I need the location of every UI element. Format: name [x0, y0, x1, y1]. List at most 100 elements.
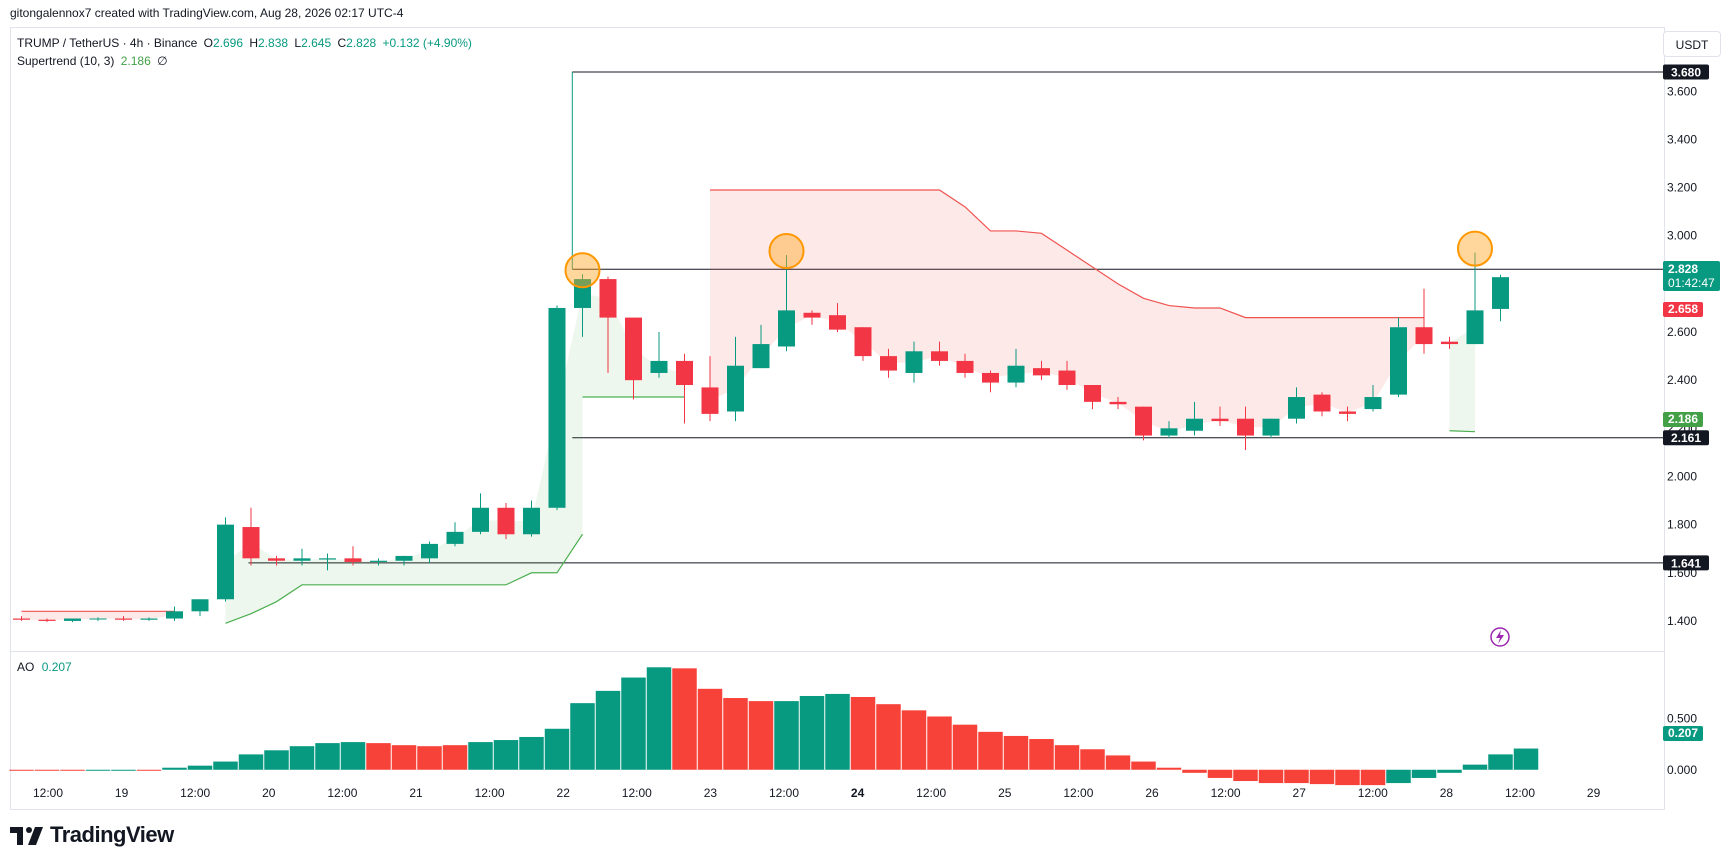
candle-body[interactable]: [89, 618, 107, 620]
candle-body[interactable]: [421, 543, 438, 559]
ao-histogram-bar[interactable]: [825, 693, 850, 770]
ao-histogram-bar[interactable]: [417, 746, 442, 770]
ao-name[interactable]: AO: [17, 660, 35, 674]
candle-body[interactable]: [803, 312, 821, 318]
candle-body[interactable]: [1339, 411, 1356, 414]
candle-body[interactable]: [140, 618, 158, 620]
candle-body[interactable]: [778, 310, 795, 347]
candle-body[interactable]: [854, 327, 872, 357]
ao-histogram-bar[interactable]: [493, 740, 519, 770]
ao-histogram-bar[interactable]: [9, 769, 34, 771]
ao-histogram-bar[interactable]: [442, 745, 468, 770]
candle-body[interactable]: [829, 315, 846, 330]
ao-histogram-bar[interactable]: [60, 769, 85, 771]
ao-histogram-bar[interactable]: [1360, 769, 1386, 786]
ao-histogram-bar[interactable]: [85, 769, 111, 771]
candle-body[interactable]: [293, 558, 311, 561]
ao-histogram-bar[interactable]: [1258, 769, 1284, 784]
ao-histogram-bar[interactable]: [519, 736, 544, 770]
candle-body[interactable]: [370, 560, 387, 562]
candle-body[interactable]: [599, 279, 617, 318]
ao-histogram-bar[interactable]: [136, 769, 162, 771]
candle-body[interactable]: [701, 387, 719, 414]
candle-body[interactable]: [1364, 397, 1382, 410]
ao-histogram-bar[interactable]: [111, 769, 136, 771]
ao-histogram-bar[interactable]: [1054, 745, 1080, 770]
ao-histogram-bar[interactable]: [748, 701, 774, 770]
candle-body[interactable]: [523, 507, 540, 535]
tradingview-logo[interactable]: TradingView: [10, 822, 174, 848]
ao-histogram-bar[interactable]: [672, 668, 697, 770]
ao-histogram-bar[interactable]: [595, 690, 621, 770]
ao-histogram-bar[interactable]: [1003, 735, 1029, 770]
candle-body[interactable]: [752, 344, 770, 369]
ao-histogram-bar[interactable]: [570, 703, 595, 770]
ao-histogram-bar[interactable]: [799, 695, 825, 770]
ao-histogram-bar[interactable]: [621, 677, 646, 770]
candle-body[interactable]: [1109, 401, 1127, 405]
candle-body[interactable]: [38, 619, 56, 621]
ao-histogram-bar[interactable]: [978, 731, 1003, 770]
ao-histogram-bar[interactable]: [468, 742, 493, 770]
ao-histogram-bar[interactable]: [646, 667, 672, 770]
ao-histogram-bar[interactable]: [1309, 769, 1335, 785]
candle-body[interactable]: [1135, 406, 1152, 436]
candle-body[interactable]: [319, 558, 336, 560]
candle-body[interactable]: [956, 360, 974, 373]
ao-histogram-bar[interactable]: [876, 704, 901, 770]
candle-body[interactable]: [1160, 428, 1178, 436]
candle-body[interactable]: [931, 351, 948, 361]
candle-body[interactable]: [1492, 277, 1509, 309]
candle-body[interactable]: [727, 365, 744, 412]
ao-histogram-bar[interactable]: [1207, 769, 1233, 778]
ao-histogram-bar[interactable]: [1233, 769, 1258, 782]
ao-histogram-bar[interactable]: [1437, 769, 1462, 773]
candle-body[interactable]: [1237, 418, 1254, 436]
ao-histogram-bar[interactable]: [952, 724, 978, 770]
candle-body[interactable]: [676, 360, 693, 385]
candle-body[interactable]: [166, 611, 183, 619]
candle-body[interactable]: [395, 555, 413, 561]
candle-body[interactable]: [1466, 310, 1484, 345]
candle-body[interactable]: [217, 524, 234, 600]
candle-body[interactable]: [880, 356, 897, 371]
ao-histogram-bar[interactable]: [315, 743, 340, 770]
candle-body[interactable]: [242, 527, 260, 559]
candle-body[interactable]: [115, 618, 132, 620]
candle-body[interactable]: [1058, 370, 1076, 385]
ao-histogram-bar[interactable]: [34, 769, 60, 771]
pane-divider[interactable]: [10, 651, 1665, 652]
candle-body[interactable]: [905, 351, 923, 373]
ao-histogram-bar[interactable]: [1182, 769, 1207, 773]
lightning-icon[interactable]: [1490, 627, 1510, 647]
candle-body[interactable]: [64, 618, 81, 621]
highlight-circle-marker[interactable]: [1457, 230, 1493, 267]
ao-histogram-bar[interactable]: [1335, 769, 1360, 786]
ao-histogram-bar[interactable]: [697, 688, 723, 770]
supertrend-up-line[interactable]: [225, 533, 584, 624]
ao-histogram-bar[interactable]: [1029, 739, 1054, 770]
ao-histogram-bar[interactable]: [1156, 767, 1182, 770]
ao-histogram-bar[interactable]: [1386, 769, 1411, 784]
supertrend-down-line[interactable]: [710, 189, 1424, 319]
currency-button[interactable]: USDT: [1663, 31, 1721, 57]
ao-histogram-bar[interactable]: [391, 745, 417, 770]
ao-histogram-bar[interactable]: [238, 754, 264, 770]
ao-histogram-bar[interactable]: [927, 716, 952, 770]
ao-histogram-bar[interactable]: [544, 728, 570, 770]
ao-histogram-bar[interactable]: [213, 761, 238, 770]
symbol-name[interactable]: TRUMP / TetherUS · 4h · Binance: [17, 36, 198, 50]
candle-body[interactable]: [625, 317, 642, 381]
candle-body[interactable]: [1288, 397, 1305, 419]
ao-histogram-bar[interactable]: [1080, 749, 1105, 770]
ao-histogram-bar[interactable]: [340, 742, 366, 770]
candle-body[interactable]: [497, 507, 515, 535]
candle-body[interactable]: [1186, 418, 1203, 431]
ao-histogram-bar[interactable]: [1462, 764, 1488, 770]
ao-histogram-bar[interactable]: [289, 746, 315, 770]
candle-body[interactable]: [1441, 341, 1458, 345]
ao-histogram-bar[interactable]: [1131, 761, 1156, 770]
ao-histogram-bar[interactable]: [162, 767, 187, 770]
ao-histogram-bar[interactable]: [1411, 769, 1437, 778]
empty-set-icon[interactable]: ∅: [157, 54, 168, 68]
